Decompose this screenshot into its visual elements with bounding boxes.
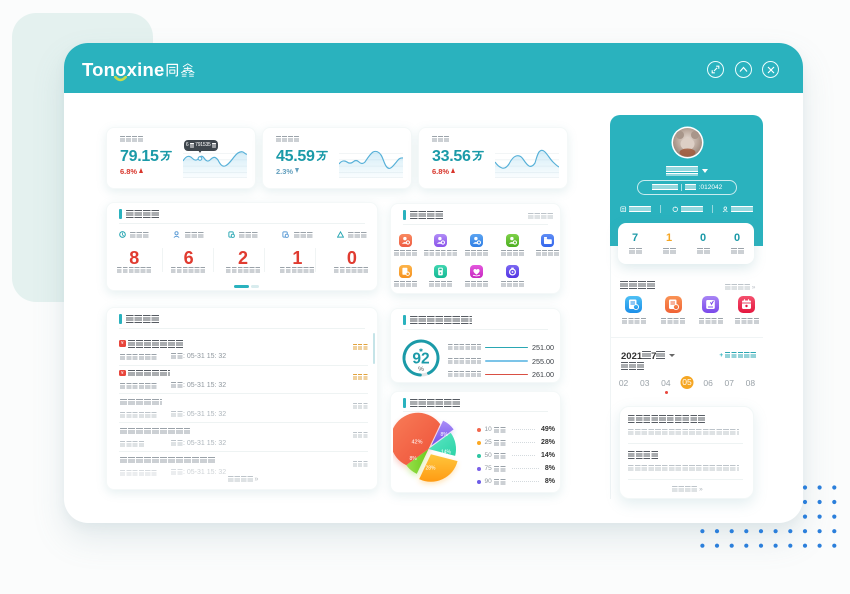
svg-text:28%: 28% [426,465,437,471]
svg-text:8%: 8% [441,432,449,438]
svg-text:✱: ✱ [419,348,423,354]
svg-text:8%: 8% [410,456,418,462]
svg-text:42%: 42% [412,439,423,445]
svg-text:92: 92 [412,351,429,368]
svg-text:%: % [418,366,424,373]
svg-text:14%: 14% [441,449,452,455]
